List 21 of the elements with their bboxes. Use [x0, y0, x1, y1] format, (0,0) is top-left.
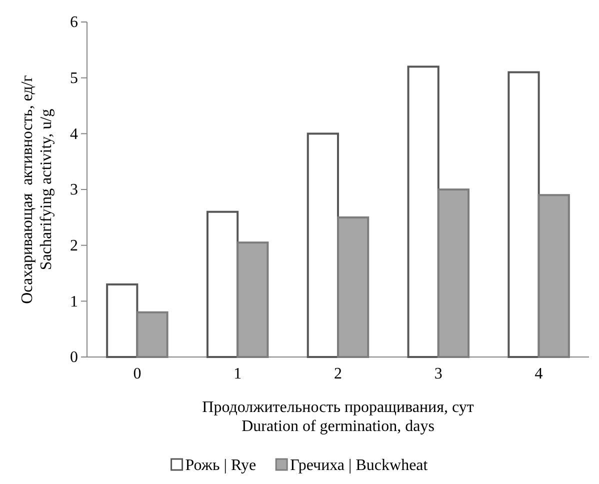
- x-tick-label: 1: [234, 365, 242, 382]
- y-tick-label: 0: [70, 349, 78, 366]
- bar: [306, 132, 339, 358]
- legend-label: Гречиха | Buckwheat: [290, 457, 428, 474]
- bar: [106, 283, 138, 358]
- y-axis-title: Осахаривающая активность, ед/г Sacharifying activity, u/g: [19, 74, 56, 304]
- bar: [206, 210, 239, 358]
- x-axis-title: Продолжительность проращивания, сут Duration of germination, days: [202, 399, 474, 436]
- y-tick-label: 5: [70, 70, 78, 87]
- x-tick-label: 3: [434, 365, 442, 382]
- y-tick-label: 2: [70, 237, 78, 254]
- bar: [407, 66, 440, 358]
- x-tick-label: 2: [334, 365, 342, 382]
- y-tick-label: 6: [70, 14, 78, 32]
- legend-label: Рожь | Rye: [185, 457, 256, 474]
- bar: [508, 71, 540, 358]
- x-tick-label: 0: [133, 365, 142, 382]
- y-tick-label: 4: [70, 126, 78, 143]
- x-tick-label: 4: [534, 365, 543, 382]
- y-tick-label: 3: [70, 182, 78, 199]
- y-tick-label: 1: [70, 293, 78, 310]
